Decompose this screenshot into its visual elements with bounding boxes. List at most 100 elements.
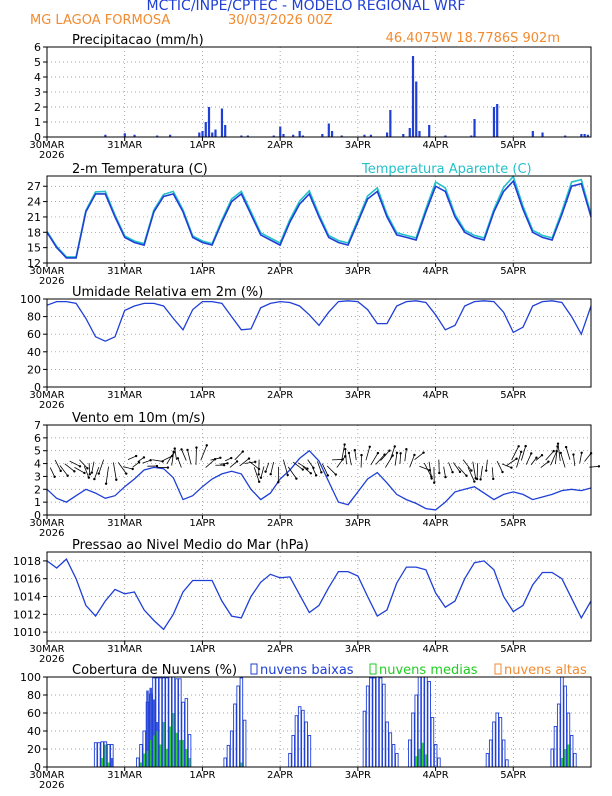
wind-arrow-head (515, 458, 517, 460)
wind-arrow-head (89, 473, 91, 475)
wind-arrow-head (105, 483, 107, 485)
wind-arrow-head (286, 474, 288, 476)
x-tick-label: 4APR (422, 266, 448, 277)
cloud-bar-nuvens-baixas (298, 707, 301, 767)
wind-arrow-head (479, 478, 481, 480)
header-location: MG LAGOA FORMOSA (30, 13, 170, 28)
wind-arrow (123, 467, 133, 469)
wind-arrow (526, 453, 531, 464)
cloud-legend-label: nuvens medias (379, 663, 478, 678)
y-tick-label: 40 (27, 346, 41, 359)
x-tick-label: 31MAR (107, 518, 142, 529)
wind-arrow-head (258, 473, 260, 475)
cloud-bar-nuvens-baixas (506, 760, 509, 767)
wind-arrow (182, 449, 187, 460)
wind-arrow (50, 468, 54, 477)
wind-arrow (196, 448, 197, 465)
wind-arrow (492, 467, 493, 479)
wind-arrow-head (143, 456, 145, 458)
y-tick-label: 40 (27, 725, 41, 738)
wind-arrow-head (552, 450, 554, 452)
wind-arrow-head (444, 476, 446, 478)
wind-arrow-head (354, 449, 356, 451)
wind-arrow-head (547, 461, 549, 463)
cloud-bar-nuvens-baixas (366, 686, 369, 767)
wind-arrow (566, 447, 570, 460)
wind-arrow-head (413, 454, 415, 456)
cloud-bar-nuvens-baixas (551, 749, 554, 767)
wind-arrow-head (115, 479, 117, 481)
wind-arrow-head (520, 451, 522, 453)
wind-arrow (92, 462, 94, 473)
temperature-legend: Temperatura Aparente (C) (361, 162, 532, 177)
wind-arrow-head (226, 462, 228, 464)
wind-arrow-head (98, 472, 100, 474)
wind-arrow-head (517, 445, 519, 447)
y-tick-label: 3 (34, 86, 41, 99)
cloud-bar-nuvens-baixas (489, 740, 492, 767)
wind-arrow-head (295, 477, 297, 479)
wind-arrow-head (451, 471, 453, 473)
cloud-bar-nuvens-baixas (561, 677, 564, 767)
wind-arrow-head (242, 450, 244, 452)
cloud-bar-nuvens-baixas (94, 743, 97, 767)
wind-arrow (410, 455, 415, 467)
precip-bar (409, 128, 411, 137)
cloud-bar-nuvens-baixas (408, 740, 411, 767)
wind-arrow-head (422, 451, 424, 453)
wind-arrow-head (60, 470, 62, 472)
wind-arrow-head (399, 452, 401, 454)
wind-arrow (89, 463, 90, 474)
cloud-bar-nuvens-baixas (425, 677, 428, 767)
x-tick-label: 31MAR (107, 266, 142, 277)
cloud-bar-nuvens-baixas (499, 718, 502, 768)
wind-arrow-head (269, 473, 271, 475)
cloud_cover-title: Cobertura de Nuvens (%) (72, 663, 237, 678)
wind-arrow (385, 456, 392, 468)
wind-arrow-head (131, 468, 133, 470)
precip-bar (224, 125, 226, 137)
cloud-bar-nuvens-baixas (227, 745, 230, 767)
y-tick-label: 4 (34, 71, 41, 84)
wind-arrow (288, 467, 296, 479)
wind-arrow-head (405, 448, 407, 450)
x-tick-label: 3APR (345, 266, 371, 277)
precipitation-title: Precipitacao (mm/h) (72, 33, 204, 48)
temperature-frame (47, 176, 591, 263)
cloud-bar-nuvens-baixas (308, 736, 311, 768)
wind-arrow (162, 456, 172, 461)
precip-bar (541, 133, 543, 138)
wind-arrow-head (195, 446, 197, 448)
cloud-bar-nuvens-baixas (295, 716, 298, 767)
wind-arrow-head (79, 465, 81, 467)
x-year-label: 2026 (39, 528, 64, 539)
wind-arrow-head (327, 474, 329, 476)
wind-arrow-head (180, 448, 182, 450)
wind-arrow (541, 462, 549, 468)
wind-arrow (152, 460, 162, 462)
wind-arrow (376, 455, 385, 465)
wind-arrow (497, 461, 502, 472)
wind-arrow-head (230, 457, 232, 459)
wind-title: Vento em 10m (m/s) (72, 411, 205, 426)
x-tick-label: 5APR (500, 266, 526, 277)
wind-arrow-head (394, 445, 396, 447)
x-tick-label: 1APR (189, 390, 215, 401)
x-year-label: 2026 (39, 400, 64, 411)
cloud-bar-nuvens-baixas (379, 678, 382, 767)
precip-bar (299, 131, 301, 137)
wind-arrow (266, 463, 269, 472)
x-tick-label: 3APR (345, 140, 371, 151)
humidity-title: Umidade Relativa em 2m (%) (72, 285, 263, 300)
x-tick-label: 5APR (500, 644, 526, 655)
cloud-bar-nuvens-baixas (234, 704, 237, 767)
wind-arrow-head (260, 477, 262, 479)
x-tick-label: 3APR (345, 390, 371, 401)
wind-arrow (355, 450, 356, 460)
precip-bar (201, 131, 203, 137)
wind-arrow-head (206, 444, 208, 446)
cloud-bar-nuvens-baixas (243, 720, 246, 767)
wind-arrow-head (459, 471, 461, 473)
